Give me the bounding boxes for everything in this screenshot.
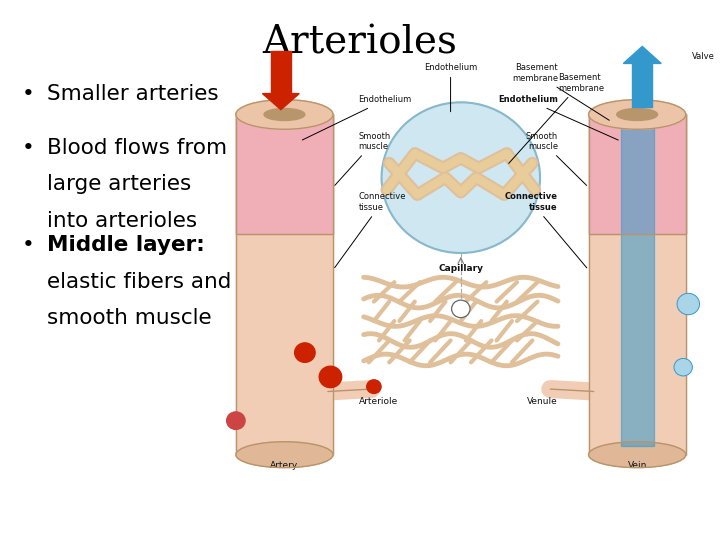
Bar	[588, 114, 685, 233]
Text: into arterioles: into arterioles	[47, 211, 197, 231]
Ellipse shape	[588, 442, 685, 468]
Text: Smooth
muscle: Smooth muscle	[335, 132, 391, 185]
Ellipse shape	[588, 100, 685, 129]
Text: •: •	[22, 138, 35, 158]
Text: Arterioles: Arterioles	[263, 24, 457, 62]
Polygon shape	[624, 46, 661, 64]
Text: Endothelium: Endothelium	[424, 63, 477, 112]
Text: Blood flows from: Blood flows from	[47, 138, 227, 158]
Circle shape	[382, 102, 540, 253]
Bar	[236, 114, 333, 233]
Bar	[236, 114, 333, 233]
Bar	[588, 114, 685, 233]
Text: Valve: Valve	[692, 52, 715, 60]
Bar	[621, 123, 654, 446]
Text: smooth muscle: smooth muscle	[47, 308, 212, 328]
Circle shape	[319, 366, 342, 388]
Circle shape	[451, 300, 470, 318]
Text: •: •	[22, 84, 35, 104]
Ellipse shape	[264, 109, 305, 120]
Text: Connective
tissue: Connective tissue	[505, 192, 587, 268]
Bar	[588, 114, 685, 455]
Text: Endothelium: Endothelium	[498, 96, 618, 140]
Text: Vein: Vein	[627, 461, 647, 470]
Text: Venule: Venule	[527, 397, 558, 406]
Text: Middle layer:: Middle layer:	[47, 235, 204, 255]
Text: Capillary: Capillary	[438, 264, 483, 273]
Text: Artery: Artery	[270, 461, 299, 470]
Text: large arteries: large arteries	[47, 174, 191, 194]
Text: Smooth
muscle: Smooth muscle	[526, 132, 587, 185]
Bar	[236, 114, 333, 455]
Text: Basement
membrane: Basement membrane	[508, 73, 604, 164]
Ellipse shape	[236, 442, 333, 468]
Circle shape	[366, 380, 381, 394]
Circle shape	[294, 343, 315, 362]
Circle shape	[674, 359, 693, 376]
Text: Basement
membrane: Basement membrane	[512, 64, 609, 120]
Text: Smaller arteries: Smaller arteries	[47, 84, 218, 104]
Text: •: •	[22, 235, 35, 255]
Circle shape	[677, 293, 700, 315]
Text: Arteriole: Arteriole	[359, 397, 399, 406]
Text: Endothelium: Endothelium	[302, 96, 412, 140]
Polygon shape	[263, 93, 300, 110]
Bar	[588, 114, 685, 455]
Text: elastic fibers and: elastic fibers and	[47, 272, 231, 292]
Ellipse shape	[617, 109, 657, 120]
Ellipse shape	[236, 100, 333, 129]
Text: Connective
tissue: Connective tissue	[335, 192, 406, 268]
Circle shape	[227, 412, 245, 429]
Bar	[236, 114, 333, 455]
